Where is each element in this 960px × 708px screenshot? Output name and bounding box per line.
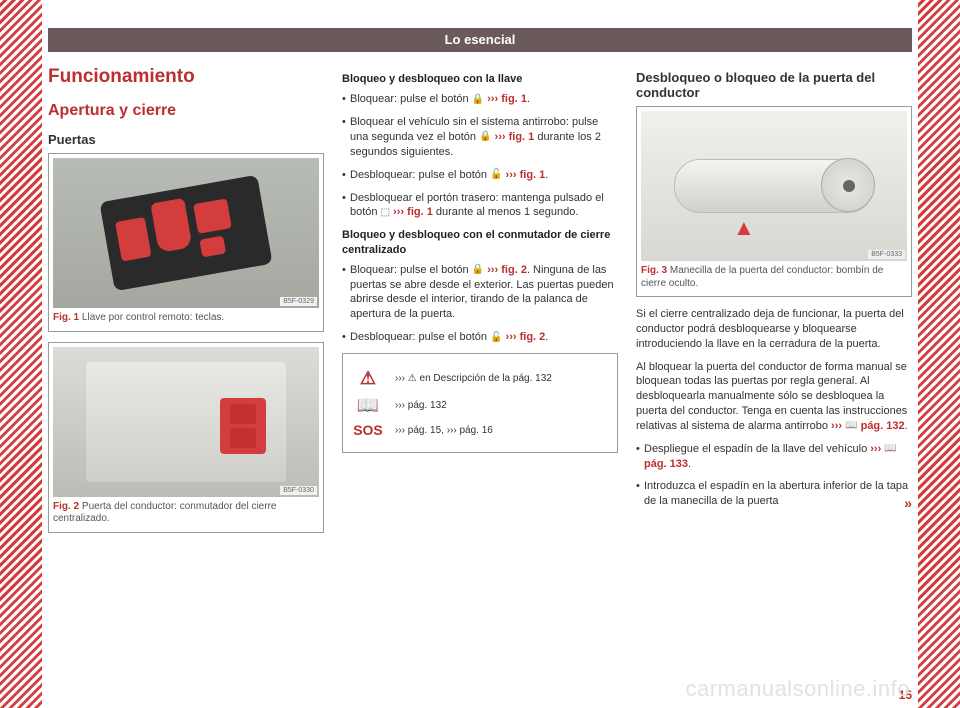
lock-icon: 🔒 [479, 130, 491, 144]
bullet-unlock: Desbloquear: pulse el botón 🔓 ››› fig. 1… [342, 168, 618, 183]
sos-icon: SOS [351, 422, 385, 438]
figure-3-tag: B5F-0333 [868, 250, 905, 259]
bullet-trunk: Desbloquear el portón trasero: mantenga … [342, 191, 618, 221]
watermark: carmanualsonline.info [685, 676, 910, 702]
unlock-icon: 🔓 [490, 168, 502, 182]
heading-desbloqueo-puerta: Desbloqueo o bloqueo de la puerta del co… [636, 70, 912, 100]
book-icon: 📖 [884, 442, 896, 456]
continue-icon: » [904, 494, 912, 513]
figure-1-tag: B5F-0329 [280, 297, 317, 306]
page-content: Lo esencial Funcionamiento Apertura y ci… [48, 28, 912, 680]
para-si-cierre: Si el cierre centralizado deja de funcio… [636, 307, 912, 352]
bullet-lock-noalarm: Bloquear el vehículo sin el sistema anti… [342, 115, 618, 160]
figure-2-image: B5F-0330 [53, 347, 319, 497]
lock-icon: 🔒 [472, 263, 484, 277]
ref-warning: ⚠ ››› ⚠ en Descripción de la pág. 132 [351, 368, 609, 389]
arrow-icon: ▲ [733, 215, 755, 241]
para-al-bloquear: Al bloquear la puerta del conductor de f… [636, 360, 912, 434]
heading-puertas: Puertas [48, 132, 324, 147]
figure-3-image: ▲ B5F-0333 [641, 111, 907, 261]
reference-box: ⚠ ››› ⚠ en Descripción de la pág. 132 📖 … [342, 353, 618, 453]
section-header: Lo esencial [48, 28, 912, 52]
figure-3-box: ▲ B5F-0333 Fig. 3 Manecilla de la puerta… [636, 106, 912, 297]
heading-funcionamiento: Funcionamiento [48, 66, 324, 88]
column-3: Desbloqueo o bloqueo de la puerta del co… [636, 66, 912, 543]
figure-1-box: B5F-0329 Fig. 1 Llave por control remoto… [48, 153, 324, 332]
book-icon: 📖 [845, 419, 857, 433]
left-edge-pattern [0, 0, 42, 708]
bullet-centlock: Bloquear: pulse el botón 🔒 ››› fig. 2. N… [342, 263, 618, 322]
subhead-bloqueo-llave: Bloqueo y desbloqueo con la llave [342, 72, 618, 86]
figure-2-box: B5F-0330 Fig. 2 Puerta del conductor: co… [48, 342, 324, 533]
bullet-centunlock: Desbloquear: pulse el botón 🔓 ››› fig. 2… [342, 330, 618, 345]
warning-icon: ⚠ [351, 368, 385, 389]
bullet-lock: Bloquear: pulse el botón 🔒 ››› fig. 1. [342, 92, 618, 107]
figure-3-caption: Fig. 3 Manecilla de la puerta del conduc… [641, 265, 907, 290]
ref-book: 📖 ››› pág. 132 [351, 395, 609, 416]
ref-sos: SOS ››› pág. 15, ››› pág. 16 [351, 422, 609, 438]
unlock-icon: 🔓 [490, 331, 502, 345]
bullet-introduzca: Introduzca el espadín en la abertura inf… [636, 479, 912, 509]
trunk-icon: ⬚ [381, 206, 390, 220]
lock-icon: 🔒 [472, 93, 484, 107]
figure-2-tag: B5F-0330 [280, 486, 317, 495]
bullet-despliegue: Despliegue el espadín de la llave del ve… [636, 442, 912, 472]
subhead-bloqueo-conmutador: Bloqueo y desbloqueo con el conmutador d… [342, 228, 618, 257]
right-edge-pattern [918, 0, 960, 708]
figure-1-caption: Fig. 1 Llave por control remoto: teclas. [53, 312, 319, 325]
column-2: Bloqueo y desbloqueo con la llave Bloque… [342, 66, 618, 543]
column-1: Funcionamiento Apertura y cierre Puertas… [48, 66, 324, 543]
book-icon: 📖 [351, 395, 385, 416]
heading-apertura: Apertura y cierre [48, 102, 324, 120]
figure-1-image: B5F-0329 [53, 158, 319, 308]
figure-2-caption: Fig. 2 Puerta del conductor: conmutador … [53, 501, 319, 526]
